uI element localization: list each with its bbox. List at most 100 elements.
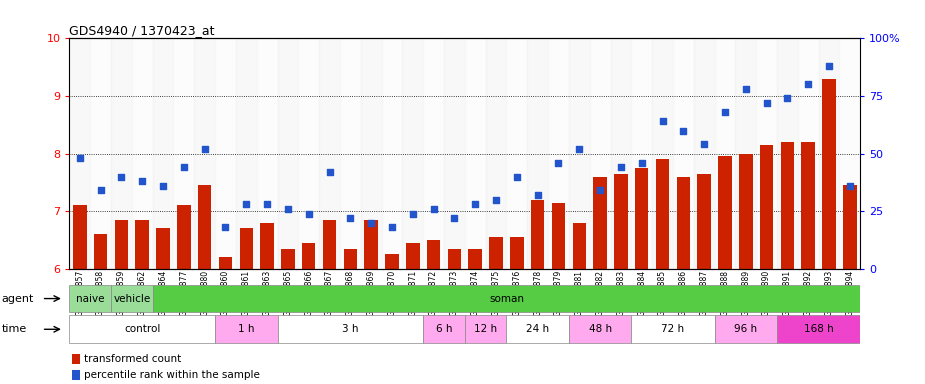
Point xyxy=(426,206,441,212)
Text: 3 h: 3 h xyxy=(342,324,359,334)
Text: 6 h: 6 h xyxy=(436,324,452,334)
Bar xyxy=(614,174,628,269)
Bar xyxy=(72,370,80,380)
Bar xyxy=(69,285,111,313)
Bar xyxy=(635,168,648,269)
Point xyxy=(280,206,295,212)
Point xyxy=(218,224,233,230)
Bar xyxy=(381,38,402,269)
Text: time: time xyxy=(2,324,27,334)
Bar xyxy=(777,38,797,269)
Bar xyxy=(302,243,315,269)
Bar xyxy=(510,237,524,269)
Bar xyxy=(777,316,860,343)
Bar xyxy=(822,79,836,269)
Point xyxy=(239,201,253,207)
Bar xyxy=(298,38,319,269)
Bar xyxy=(236,38,256,269)
Bar xyxy=(73,205,87,269)
Point xyxy=(551,160,566,166)
Text: 96 h: 96 h xyxy=(734,324,758,334)
Text: transformed count: transformed count xyxy=(84,354,181,364)
Bar xyxy=(759,145,773,269)
Text: naive: naive xyxy=(76,293,105,304)
Text: soman: soman xyxy=(489,293,524,304)
Bar xyxy=(486,38,507,269)
Bar xyxy=(507,316,569,343)
Point xyxy=(343,215,358,221)
Bar xyxy=(714,316,777,343)
Bar xyxy=(781,142,795,269)
Bar xyxy=(593,177,607,269)
Bar xyxy=(697,174,711,269)
Point xyxy=(697,141,711,147)
Text: 1 h: 1 h xyxy=(238,324,254,334)
Point xyxy=(114,174,129,180)
Bar xyxy=(843,185,857,269)
Bar xyxy=(756,38,777,269)
Bar xyxy=(426,240,440,269)
Bar xyxy=(361,38,381,269)
Bar xyxy=(714,38,735,269)
Point xyxy=(843,183,857,189)
Bar xyxy=(115,220,129,269)
Bar xyxy=(323,220,337,269)
Point xyxy=(676,127,691,134)
Bar xyxy=(278,38,298,269)
Point xyxy=(260,201,275,207)
Bar xyxy=(364,220,378,269)
Point xyxy=(302,210,316,217)
Bar xyxy=(423,38,444,269)
Bar xyxy=(156,228,170,269)
Bar xyxy=(652,38,672,269)
Bar xyxy=(406,243,420,269)
Bar xyxy=(548,38,569,269)
Bar xyxy=(801,142,815,269)
Point xyxy=(718,109,733,115)
Bar xyxy=(132,38,153,269)
Bar xyxy=(489,237,503,269)
Bar xyxy=(177,205,191,269)
Bar xyxy=(797,38,819,269)
Bar xyxy=(215,38,236,269)
Point xyxy=(738,86,753,92)
Bar xyxy=(278,316,424,343)
Point xyxy=(364,220,378,226)
Point xyxy=(780,95,795,101)
Bar xyxy=(153,38,174,269)
Point xyxy=(655,118,670,124)
Bar xyxy=(69,38,91,269)
Point xyxy=(530,192,545,198)
Bar xyxy=(174,38,194,269)
Bar xyxy=(153,285,860,313)
Text: 24 h: 24 h xyxy=(526,324,549,334)
Text: 72 h: 72 h xyxy=(661,324,684,334)
Text: agent: agent xyxy=(2,293,34,304)
Bar xyxy=(676,177,690,269)
Bar xyxy=(718,157,732,269)
Bar xyxy=(672,38,694,269)
Bar xyxy=(198,185,212,269)
Point xyxy=(322,169,337,175)
Bar xyxy=(465,316,507,343)
Point xyxy=(613,164,628,170)
Bar xyxy=(569,38,590,269)
Point xyxy=(197,146,212,152)
Point xyxy=(801,81,816,88)
Bar xyxy=(93,234,107,269)
Bar xyxy=(527,38,548,269)
Point xyxy=(510,174,524,180)
Bar xyxy=(260,223,274,269)
Text: control: control xyxy=(124,324,160,334)
Bar xyxy=(531,200,545,269)
Point xyxy=(93,187,108,194)
Bar xyxy=(339,38,361,269)
Bar xyxy=(656,159,670,269)
Point xyxy=(572,146,586,152)
Bar xyxy=(631,316,714,343)
Bar xyxy=(735,38,756,269)
Bar xyxy=(464,38,486,269)
Bar xyxy=(694,38,714,269)
Text: vehicle: vehicle xyxy=(113,293,151,304)
Bar xyxy=(402,38,423,269)
